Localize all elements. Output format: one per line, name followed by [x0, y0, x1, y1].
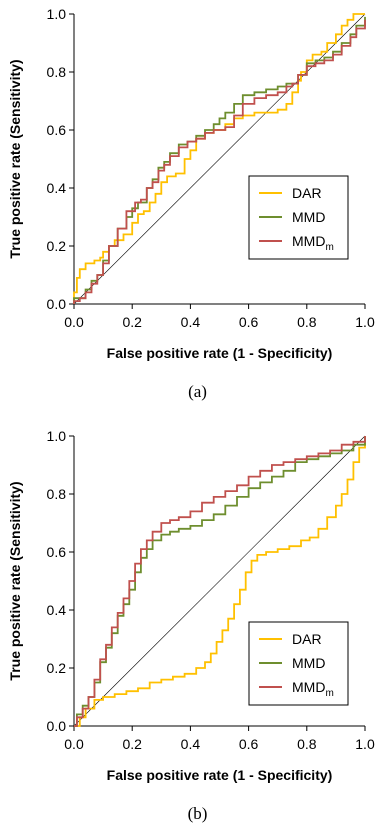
- legend-label-subscript: m: [325, 242, 333, 253]
- x-tick-label: 0.6: [239, 314, 259, 330]
- y-tick-label: 0.2: [47, 660, 67, 676]
- legend-label-mmdm: MMDm: [292, 233, 334, 253]
- series-line-mmd: [74, 436, 366, 727]
- legend-label-dar: DAR: [292, 631, 322, 647]
- y-tick-label: 0.8: [47, 486, 67, 502]
- x-axis-title: False positive rate (1 - Specificity): [107, 767, 333, 783]
- x-tick-label: 1.0: [355, 314, 375, 330]
- x-tick-label: 0.0: [64, 314, 84, 330]
- chart-panel-a: 0.0 0.2 0.4 0.6 0.8 1.0 0.0 0.2 0.4 0.6 0.8 1.0 Fals…: [7, 6, 375, 401]
- y-tick-label: 0.6: [47, 122, 67, 138]
- x-tick-label: 0.4: [181, 736, 201, 752]
- x-tick-label: 0.6: [239, 736, 259, 752]
- x-axis-title: False positive rate (1 - Specificity): [107, 345, 333, 361]
- series-line-mmd: [73, 16, 366, 304]
- y-tick-label: 0.0: [47, 296, 67, 312]
- series-line-mmdm: [73, 19, 366, 304]
- legend-label-mmd: MMD: [292, 209, 325, 225]
- legend-label-mmdm: MMDm: [292, 679, 334, 699]
- legend: DAR MMD MMDm: [248, 621, 349, 706]
- y-tick-label: 1.0: [47, 428, 67, 444]
- y-tick-label: 0.6: [47, 544, 67, 560]
- legend-label-subscript: m: [325, 688, 333, 699]
- y-tick-label: 0.4: [47, 180, 67, 196]
- diagonal-reference-line: [73, 13, 366, 305]
- y-tick-label: 0.0: [47, 718, 67, 734]
- series-line-dar: [74, 436, 366, 727]
- y-axis-title: True positive rate (Sensitivity): [7, 59, 23, 258]
- panel-caption: (a): [188, 382, 207, 401]
- y-tick-label: 1.0: [47, 6, 67, 22]
- legend-label-dar: DAR: [292, 185, 322, 201]
- x-tick-label: 0.2: [122, 314, 142, 330]
- y-axis-title: True positive rate (Sensitivity): [7, 481, 23, 680]
- chart-panel-b: 0.0 0.2 0.4 0.6 0.8 1.0 0.0 0.2 0.4 0.6 0.8 1.0 Fals…: [7, 428, 375, 823]
- x-tick-label: 1.0: [355, 736, 375, 752]
- legend: DAR MMD MMDm: [248, 175, 349, 260]
- y-tick-label: 0.4: [47, 602, 67, 618]
- x-tick-label: 0.8: [297, 736, 317, 752]
- series-line-mmdm: [74, 436, 366, 727]
- diagonal-reference-line: [73, 435, 366, 727]
- y-tick-label: 0.2: [47, 238, 67, 254]
- x-tick-label: 0.4: [181, 314, 201, 330]
- series-line-dar: [73, 13, 365, 304]
- legend-label-mmd: MMD: [292, 655, 325, 671]
- x-tick-label: 0.8: [297, 314, 317, 330]
- x-tick-label: 0.0: [64, 736, 84, 752]
- x-tick-label: 0.2: [122, 736, 142, 752]
- y-tick-label: 0.8: [47, 64, 67, 80]
- panel-caption: (b): [188, 804, 208, 823]
